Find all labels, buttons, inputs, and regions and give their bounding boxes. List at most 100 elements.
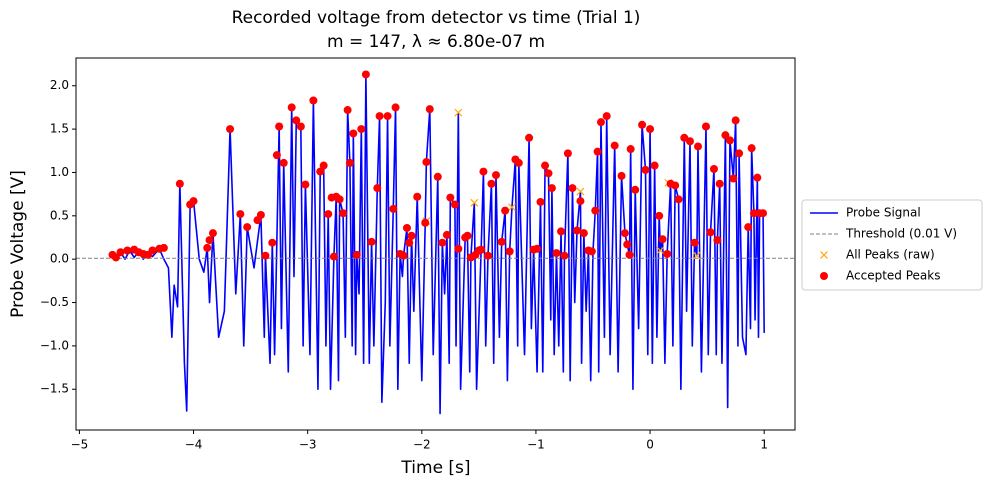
- accepted-peak: [713, 236, 722, 245]
- accepted-peak: [375, 112, 384, 121]
- x-tick-label: −4: [185, 438, 203, 452]
- accepted-peak: [316, 167, 325, 176]
- accepted-peak: [753, 173, 762, 182]
- raw-peak: [508, 203, 516, 212]
- chart-title: Recorded voltage from detector vs time (…: [232, 8, 641, 28]
- accepted-peak: [389, 204, 398, 213]
- accepted-peak: [479, 167, 488, 176]
- accepted-peak: [729, 174, 738, 183]
- accepted-peak: [573, 226, 582, 235]
- x-tick-label: 0: [646, 438, 654, 452]
- raw-peak: [470, 198, 479, 207]
- accepted-peak: [454, 244, 463, 253]
- accepted-peak: [715, 179, 724, 188]
- accepted-peak: [339, 209, 348, 218]
- accepted-peak: [477, 245, 486, 254]
- accepted-peak: [525, 133, 534, 142]
- accepted-peak: [279, 158, 288, 167]
- accepted-peak: [425, 105, 434, 114]
- accepted-peak: [405, 238, 414, 247]
- accepted-peak: [175, 179, 184, 188]
- accepted-peak: [663, 249, 672, 258]
- accepted-peak: [701, 122, 710, 131]
- accepted-peak: [329, 252, 338, 261]
- y-tick-label: 1.5: [50, 122, 69, 136]
- accepted-peak: [407, 231, 416, 240]
- accepted-peak: [533, 244, 542, 253]
- y-tick-label: 1.0: [50, 165, 69, 179]
- accepted-peak: [731, 116, 740, 125]
- accepted-peak: [596, 118, 605, 127]
- accepted-peak: [655, 211, 664, 220]
- legend-swatch: [820, 272, 828, 280]
- accepted-peak: [345, 158, 354, 167]
- accepted-peak: [747, 144, 756, 153]
- accepted-peak: [547, 184, 556, 193]
- accepted-peak: [686, 137, 695, 146]
- accepted-peak: [236, 210, 245, 219]
- accepted-peak: [631, 185, 640, 194]
- accepted-peak: [544, 169, 553, 178]
- accepted-peak: [399, 251, 408, 260]
- accepted-peak: [744, 223, 753, 232]
- accepted-peak: [402, 223, 411, 232]
- accepted-peak: [421, 218, 430, 227]
- accepted-peak: [620, 229, 629, 238]
- accepted-peak: [725, 136, 734, 145]
- accepted-peak: [226, 125, 235, 134]
- accepted-peak: [438, 238, 447, 247]
- accepted-peak: [189, 197, 198, 206]
- accepted-peak: [514, 158, 523, 167]
- plot-area: [76, 70, 795, 415]
- accepted-peak: [690, 238, 699, 247]
- accepted-peak: [693, 142, 702, 151]
- accepted-peak: [256, 210, 265, 219]
- accepted-peak: [433, 172, 442, 181]
- accepted-peak: [650, 161, 659, 170]
- accepted-peak: [617, 171, 626, 180]
- accepted-peak: [626, 145, 635, 154]
- accepted-peak: [203, 243, 212, 252]
- accepted-peak: [123, 246, 132, 255]
- x-tick-label: −3: [299, 438, 317, 452]
- accepted-peak: [671, 181, 680, 190]
- chart-subtitle: m = 147, λ ≈ 6.80e-07 m: [327, 32, 545, 52]
- legend-label: Probe Signal: [846, 206, 921, 220]
- accepted-peak: [450, 200, 459, 209]
- accepted-peak: [309, 96, 318, 105]
- accepted-peak: [759, 209, 768, 218]
- x-tick-label: −5: [71, 438, 89, 452]
- plot-frame: [75, 57, 796, 431]
- accepted-peak: [319, 161, 328, 170]
- accepted-peak: [373, 184, 382, 193]
- accepted-peak: [557, 227, 566, 236]
- accepted-peak: [159, 243, 168, 252]
- accepted-peak: [361, 70, 370, 79]
- accepted-peak: [275, 122, 284, 131]
- accepted-peak: [422, 158, 431, 167]
- accepted-peak: [536, 197, 545, 206]
- accepted-peak: [208, 229, 217, 238]
- accepted-peak: [658, 235, 667, 244]
- accepted-peak: [721, 131, 730, 140]
- accepted-peak: [463, 231, 472, 240]
- accepted-peak: [505, 247, 514, 256]
- accepted-peak: [623, 240, 632, 249]
- y-tick-label: −0.5: [40, 295, 69, 309]
- accepted-peak: [552, 249, 561, 258]
- accepted-peak: [349, 129, 358, 138]
- legend-label: Threshold (0.01 V): [845, 227, 957, 241]
- accepted-peak: [483, 251, 492, 260]
- accepted-peak: [261, 251, 270, 260]
- y-tick-label: −1.5: [40, 382, 69, 396]
- accepted-peak: [335, 195, 344, 204]
- accepted-peak: [367, 237, 376, 246]
- y-tick-label: 0.0: [50, 252, 69, 266]
- accepted-peak: [674, 195, 683, 204]
- accepted-peak: [292, 116, 301, 125]
- accepted-peak: [296, 122, 305, 131]
- y-tick-label: 2.0: [50, 78, 69, 92]
- accepted-peak: [243, 223, 252, 232]
- accepted-peak: [497, 237, 506, 246]
